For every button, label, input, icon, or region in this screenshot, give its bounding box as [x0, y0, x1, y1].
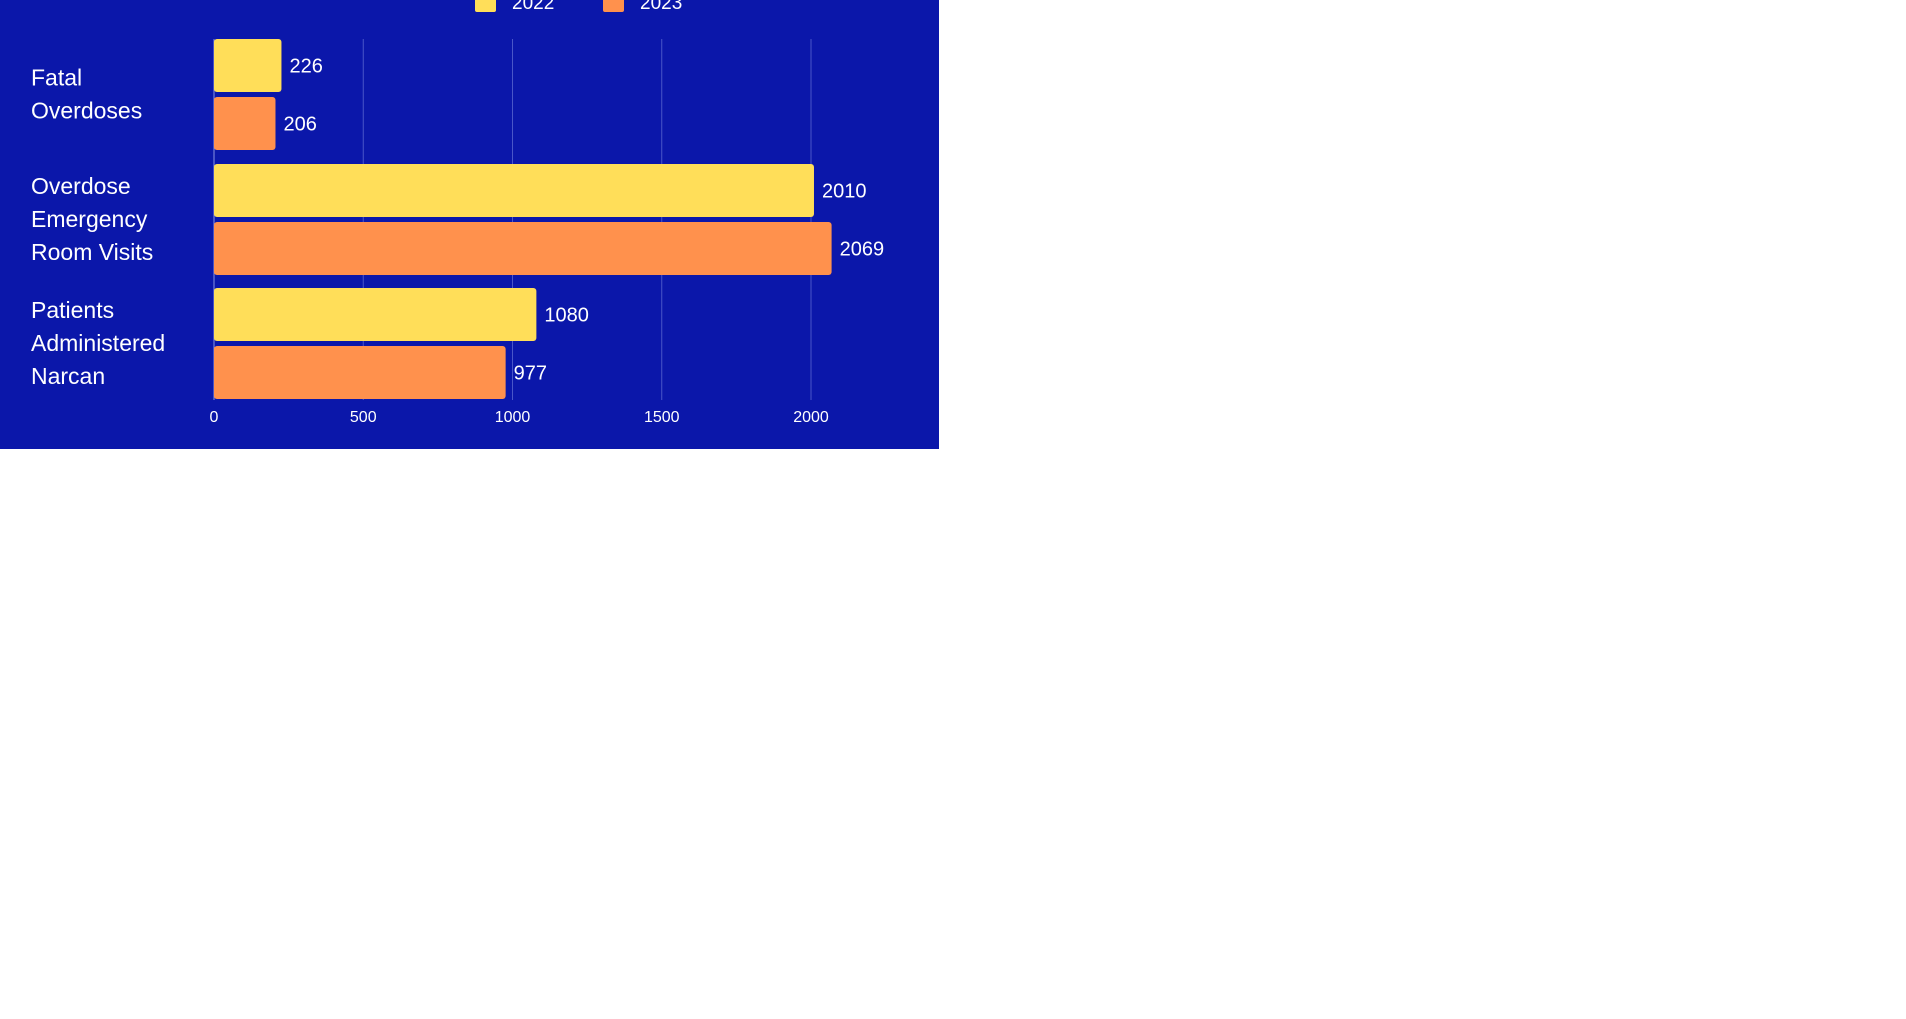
- legend-swatch-2023: [603, 0, 624, 12]
- bar-2022: [214, 164, 814, 217]
- data-label: 2010: [822, 181, 867, 203]
- category-label: Emergency: [31, 206, 148, 232]
- legend-swatch-2022: [475, 0, 496, 12]
- category-label: Room Visits: [31, 239, 153, 265]
- x-tick-label: 1000: [495, 409, 531, 426]
- data-label: 1080: [544, 305, 589, 327]
- category-label: Overdoses: [31, 98, 142, 124]
- data-label: 2069: [840, 239, 885, 261]
- x-tick-label: 500: [350, 409, 377, 426]
- bar-2022: [214, 288, 537, 341]
- category-label: Narcan: [31, 363, 105, 389]
- data-label: 226: [289, 56, 322, 78]
- bar-2023: [214, 222, 832, 275]
- bar-2023: [214, 97, 276, 150]
- data-label: 977: [514, 363, 547, 385]
- category-label: Administered: [31, 330, 165, 356]
- chart-panel: 05001000150020002500226206FatalOverdoses…: [0, 0, 939, 449]
- bar-chart: 05001000150020002500226206FatalOverdoses…: [31, 0, 885, 426]
- x-tick-label: 1500: [644, 409, 680, 426]
- legend-label: 2022: [512, 0, 554, 14]
- category-label: Patients: [31, 297, 114, 323]
- category-label: Fatal: [31, 65, 82, 91]
- x-tick-label: 2000: [793, 409, 829, 426]
- bar-2022: [214, 39, 282, 92]
- category-label: Overdose: [31, 173, 131, 199]
- bar-2023: [214, 346, 506, 399]
- legend-label: 2023: [640, 0, 682, 14]
- x-tick-label: 0: [210, 409, 219, 426]
- data-label: 206: [283, 114, 316, 136]
